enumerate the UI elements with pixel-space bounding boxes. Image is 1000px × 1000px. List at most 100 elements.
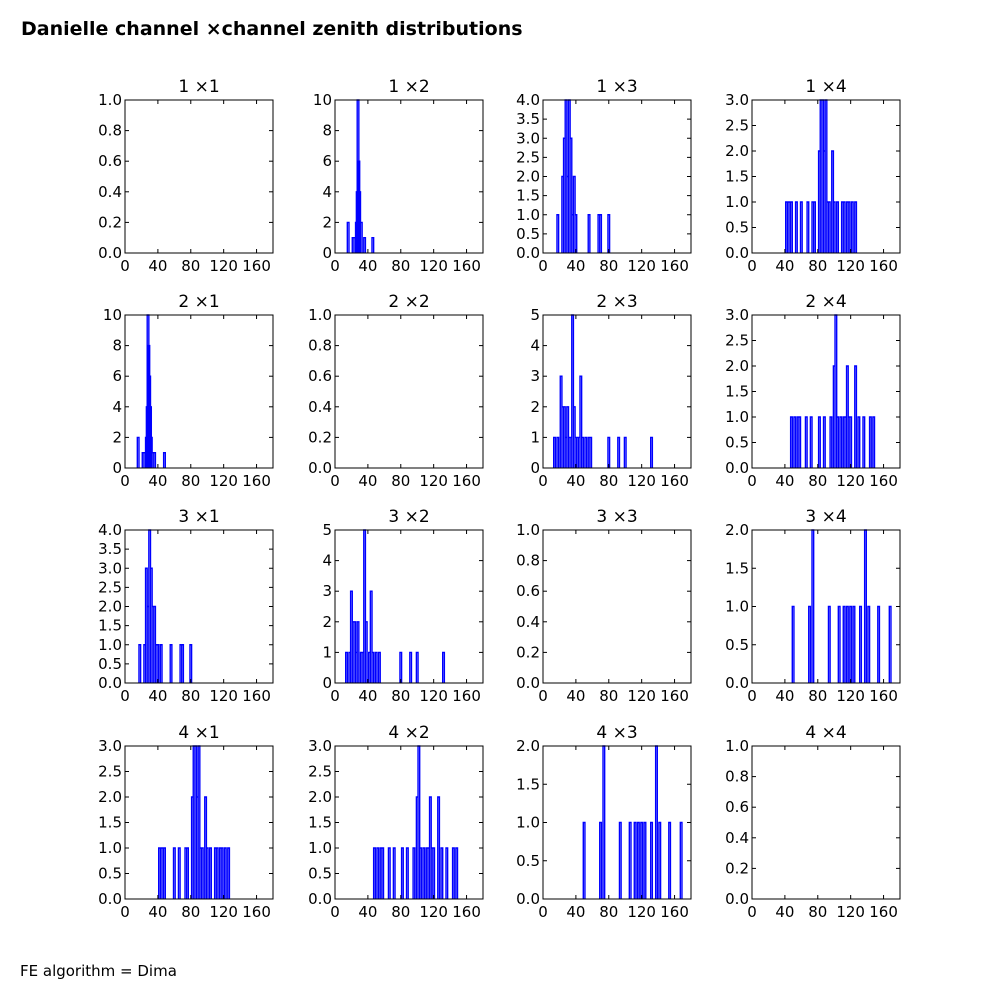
y-tick-label: 4.0 bbox=[516, 91, 540, 109]
y-tick-label: 0.4 bbox=[516, 613, 540, 631]
x-tick-label: 40 bbox=[775, 257, 794, 275]
x-tick-label: 40 bbox=[775, 903, 794, 921]
y-tick-label: 2 bbox=[322, 213, 332, 231]
subplot: 1 ×2 0 2 4 6 8 10 0 40 80 120 160 bbox=[313, 77, 484, 275]
y-tick-label: 0.2 bbox=[98, 213, 122, 231]
y-tick-label: 1.0 bbox=[308, 306, 332, 324]
x-tick-label: 160 bbox=[660, 687, 689, 705]
x-tick-label: 80 bbox=[181, 472, 200, 490]
x-tick-label: 0 bbox=[330, 687, 340, 705]
y-tick-label: 1.0 bbox=[725, 193, 749, 211]
y-tick-label: 2.0 bbox=[725, 142, 749, 160]
x-tick-label: 120 bbox=[836, 687, 865, 705]
x-tick-label: 80 bbox=[808, 257, 827, 275]
x-tick-label: 0 bbox=[538, 687, 548, 705]
subplot-title: 3 ×2 bbox=[388, 507, 429, 527]
x-tick-label: 0 bbox=[747, 903, 757, 921]
x-tick-label: 80 bbox=[599, 472, 618, 490]
subplot: 2 ×2 0.0 0.2 0.4 0.6 0.8 1.0 0 40 80 120 160 bbox=[308, 292, 484, 490]
y-tick-label: 3.0 bbox=[725, 306, 749, 324]
x-tick-label: 40 bbox=[566, 687, 585, 705]
subplot: 1 ×1 0.0 0.2 0.4 0.6 0.8 1.0 0 40 80 120 160 bbox=[98, 77, 274, 275]
x-tick-label: 160 bbox=[452, 903, 481, 921]
subplot: 3 ×4 0.0 0.5 1.0 1.5 2.0 0 40 80 120 160 bbox=[725, 507, 901, 705]
y-tick-label: 0.2 bbox=[516, 643, 540, 661]
y-tick-label: 1.0 bbox=[725, 408, 749, 426]
histogram-series bbox=[158, 745, 231, 899]
histogram-series bbox=[372, 745, 459, 899]
y-tick-label: 2.0 bbox=[98, 598, 122, 616]
histogram-series bbox=[789, 314, 876, 468]
x-tick-label: 0 bbox=[120, 687, 130, 705]
x-tick-label: 80 bbox=[391, 903, 410, 921]
y-tick-label: 1 bbox=[530, 428, 540, 446]
x-tick-label: 40 bbox=[358, 472, 377, 490]
x-tick-label: 120 bbox=[836, 472, 865, 490]
histogram-series bbox=[556, 99, 611, 253]
y-tick-label: 0.0 bbox=[98, 890, 122, 908]
y-tick-label: 1.0 bbox=[98, 839, 122, 857]
y-tick-label: 0.5 bbox=[516, 225, 540, 243]
axes-frame bbox=[751, 99, 901, 254]
subplot: 2 ×3 0 1 2 3 4 5 0 40 80 120 160 bbox=[530, 292, 692, 490]
subplot-title: 4 ×1 bbox=[178, 723, 219, 743]
y-tick-label: 0.0 bbox=[725, 890, 749, 908]
y-tick-label: 2.5 bbox=[308, 763, 332, 781]
y-tick-label: 10 bbox=[313, 91, 332, 109]
y-tick-label: 2.5 bbox=[516, 148, 540, 166]
x-tick-label: 0 bbox=[330, 257, 340, 275]
x-tick-label: 80 bbox=[391, 257, 410, 275]
y-tick-label: 1.5 bbox=[308, 814, 332, 832]
x-tick-label: 0 bbox=[538, 903, 548, 921]
subplot-title: 1 ×4 bbox=[805, 77, 846, 97]
y-tick-label: 1.5 bbox=[725, 559, 749, 577]
x-tick-label: 120 bbox=[209, 472, 238, 490]
subplot-title: 1 ×1 bbox=[178, 77, 219, 97]
y-tick-label: 2 bbox=[322, 613, 332, 631]
y-tick-label: 4 bbox=[530, 337, 540, 355]
x-tick-label: 80 bbox=[181, 257, 200, 275]
x-tick-label: 160 bbox=[869, 903, 898, 921]
subplot: 1 ×3 0.00.51.01.52.0 2.53.03.54.0 0 40 80 120 1… bbox=[516, 77, 692, 275]
y-tick-label: 6 bbox=[112, 367, 122, 385]
x-tick-label: 40 bbox=[358, 903, 377, 921]
y-tick-label: 2.5 bbox=[98, 763, 122, 781]
y-tick-label: 1.5 bbox=[725, 168, 749, 186]
y-tick-label: 0.0 bbox=[308, 459, 332, 477]
axes-frame bbox=[542, 529, 692, 684]
y-tick-label: 1.0 bbox=[725, 737, 749, 755]
x-tick-label: 40 bbox=[358, 687, 377, 705]
x-tick-label: 80 bbox=[599, 687, 618, 705]
subplot: 4 ×1 0.0 0.5 1.0 1.5 2.0 2.5 3.0 0 40 80 120 160 bbox=[98, 723, 274, 921]
axes-frame bbox=[124, 314, 274, 469]
x-tick-label: 160 bbox=[869, 687, 898, 705]
y-tick-label: 0.8 bbox=[308, 337, 332, 355]
x-tick-label: 40 bbox=[148, 257, 167, 275]
x-tick-label: 120 bbox=[419, 903, 448, 921]
y-tick-label: 0.6 bbox=[98, 152, 122, 170]
x-tick-label: 0 bbox=[747, 257, 757, 275]
y-tick-label: 3.0 bbox=[725, 91, 749, 109]
y-tick-label: 0.4 bbox=[308, 398, 332, 416]
x-tick-label: 0 bbox=[120, 472, 130, 490]
y-tick-label: 0.0 bbox=[98, 244, 122, 262]
y-tick-label: 3.0 bbox=[516, 129, 540, 147]
x-tick-label: 0 bbox=[120, 903, 130, 921]
x-tick-label: 0 bbox=[538, 257, 548, 275]
histogram-series bbox=[346, 99, 375, 253]
y-tick-label: 0.8 bbox=[98, 122, 122, 140]
y-tick-label: 4 bbox=[322, 183, 332, 201]
x-tick-label: 120 bbox=[209, 687, 238, 705]
y-tick-label: 0.8 bbox=[725, 768, 749, 786]
subplot-title: 1 ×3 bbox=[596, 77, 637, 97]
x-tick-label: 160 bbox=[452, 257, 481, 275]
axes-frame bbox=[751, 745, 901, 900]
axes-frame bbox=[124, 99, 274, 254]
y-tick-label: 1.5 bbox=[98, 617, 122, 635]
y-tick-label: 1.0 bbox=[725, 598, 749, 616]
x-tick-label: 40 bbox=[148, 903, 167, 921]
x-tick-label: 40 bbox=[148, 472, 167, 490]
y-tick-label: 3.0 bbox=[98, 737, 122, 755]
x-tick-label: 40 bbox=[148, 687, 167, 705]
